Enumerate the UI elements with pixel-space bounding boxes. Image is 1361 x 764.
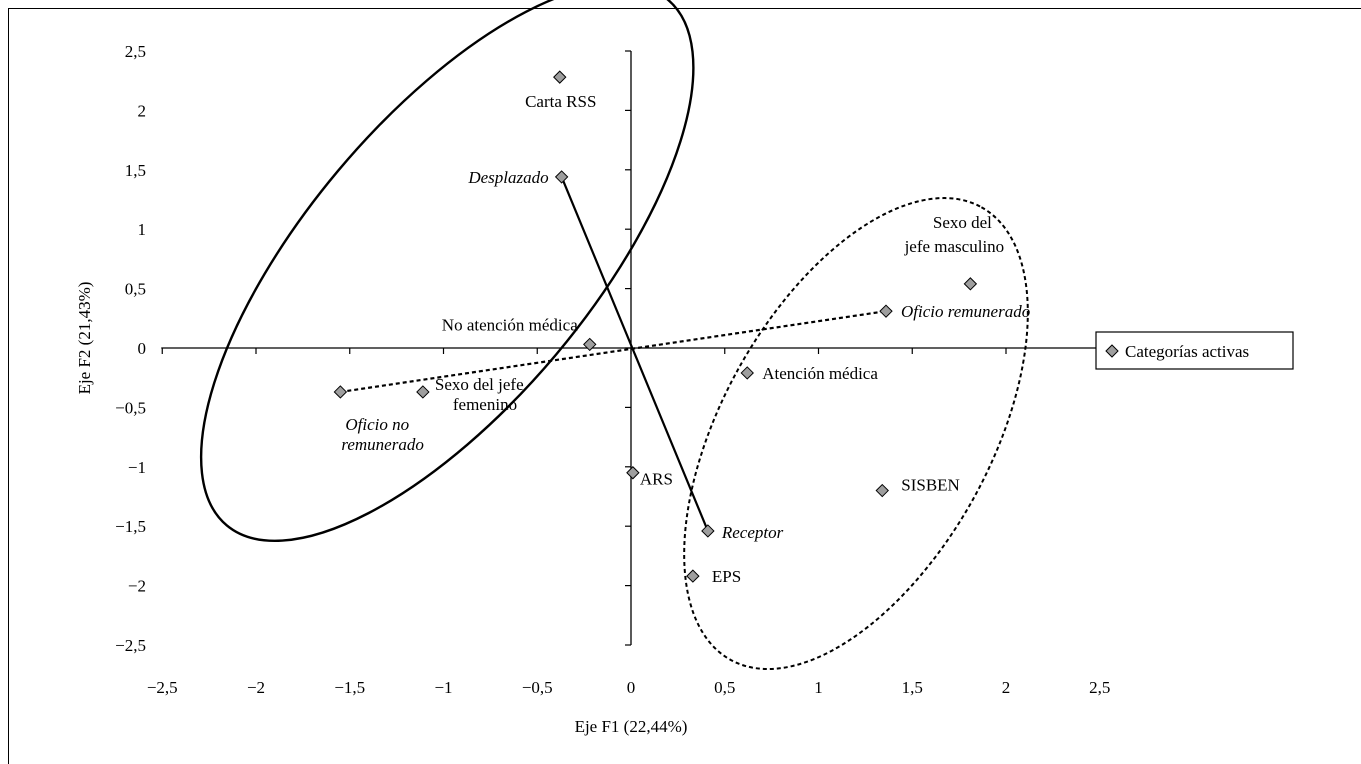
x-tick-label: 1,5 <box>902 678 923 697</box>
ticks-layer: −2,5 −2 −1,5 −1 −0,5 0 0,5 1 1,5 2 2,5 2,5 2 1,5 1 0,5 0… <box>115 42 1110 697</box>
point-label-line: Oficio no <box>345 415 409 434</box>
dashed-group-ellipse <box>683 197 1029 671</box>
point-label-line: Sexo del <box>933 213 992 232</box>
point-marker-carta <box>553 70 567 84</box>
y-tick-label: 0,5 <box>125 280 146 299</box>
y-tick-label: 1 <box>138 220 147 239</box>
point-label-noatencion: No atención médica <box>442 315 578 334</box>
point-marker-ars <box>626 466 640 480</box>
ellipses-layer <box>199 0 1029 671</box>
legend: Categorías activas <box>1095 331 1294 370</box>
point-label-sexomasc: Sexo del jefe masculino <box>904 213 1005 256</box>
x-tick-label: 0,5 <box>714 678 735 697</box>
point-label-sexofem: Sexo del jefe femenino <box>435 375 524 414</box>
point-marker-sexomasc <box>963 277 978 291</box>
connectors-layer <box>340 176 887 532</box>
legend-box <box>1095 331 1294 370</box>
legend-marker-icon <box>1105 344 1119 358</box>
y-tick-label: −2,5 <box>115 636 146 655</box>
point-label-oficiorem: Oficio remunerado <box>901 302 1030 321</box>
x-tick-label: −1 <box>434 678 452 697</box>
point-marker-eps <box>686 569 700 583</box>
point-label-line: femenino <box>453 395 517 414</box>
solid-connector <box>560 176 709 532</box>
point-marker-noatencion <box>583 337 597 352</box>
y-tick-label: −2 <box>128 577 146 596</box>
solid-group-ellipse <box>199 0 695 543</box>
y-tick-label: 0 <box>138 339 147 358</box>
figure-frame <box>8 8 1361 764</box>
legend-label: Categorías activas <box>1125 342 1249 361</box>
x-tick-label: 2,5 <box>1089 678 1110 697</box>
x-tick-label: −0,5 <box>522 678 553 697</box>
point-label-line: Sexo del jefe <box>435 375 524 394</box>
point-label-oficiono: Oficio no remunerado <box>341 415 423 454</box>
points-layer: Carta RSS Desplazado No atención médica Ofi… <box>333 70 1030 586</box>
point-label-line: remunerado <box>341 435 423 454</box>
point-label-line: jefe masculino <box>904 237 1005 256</box>
point-marker-sisben <box>875 483 889 498</box>
x-tick-label: 0 <box>627 678 636 697</box>
y-tick-label: 2,5 <box>125 42 146 61</box>
y-tick-label: 2 <box>138 101 147 120</box>
y-tick-label: −1,5 <box>115 517 146 536</box>
y-tick-label: −0,5 <box>115 398 146 417</box>
y-tick-label: −1 <box>128 458 146 477</box>
point-marker-sexofem <box>416 385 430 399</box>
y-tick-label: 1,5 <box>125 161 146 180</box>
x-tick-label: 1 <box>814 678 823 697</box>
point-label-desplazado: Desplazado <box>467 168 548 187</box>
point-label-sisben: SISBEN <box>901 476 960 495</box>
point-label-receptor: Receptor <box>721 523 784 542</box>
y-axis-title: Eje F2 (21,43%) <box>75 282 94 395</box>
point-marker-oficiono <box>333 385 348 399</box>
point-marker-atencion <box>740 366 754 380</box>
point-label-carta: Carta RSS <box>525 92 596 111</box>
point-label-ars: ARS <box>640 470 673 489</box>
x-tick-label: −1,5 <box>334 678 365 697</box>
dashed-connector <box>340 310 887 394</box>
x-tick-label: 2 <box>1002 678 1011 697</box>
x-tick-label: −2 <box>247 678 265 697</box>
point-label-atencion: Atención médica <box>762 364 878 383</box>
point-label-eps: EPS <box>712 567 741 586</box>
x-tick-label: −2,5 <box>147 678 178 697</box>
point-marker-receptor <box>701 524 715 538</box>
point-marker-oficiorem <box>879 304 893 318</box>
point-marker-desplazado <box>554 170 569 184</box>
x-axis-title: Eje F1 (22,44%) <box>575 717 688 736</box>
